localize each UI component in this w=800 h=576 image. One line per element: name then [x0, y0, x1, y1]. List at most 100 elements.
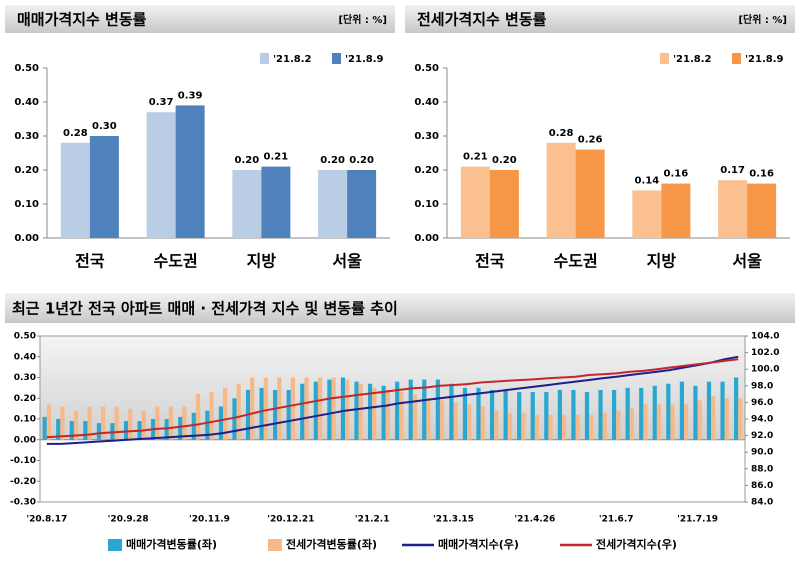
bar: [385, 389, 390, 440]
x-tick-label: '20.11.9: [189, 515, 230, 525]
legend-label: 전세가격지수(우): [596, 537, 677, 551]
bar: [652, 385, 657, 440]
value-label: 0.17: [720, 165, 745, 176]
legend-label: '21.8.9: [745, 54, 784, 65]
y-tick-label: 0.30: [414, 131, 439, 142]
bar: [575, 414, 580, 440]
y-tick-label: 0.40: [414, 97, 439, 108]
bar: [347, 170, 377, 238]
bar: [60, 142, 90, 238]
x-tick-label: 전국: [75, 252, 105, 271]
legend-label: 매매가격변동률(좌): [126, 537, 217, 551]
bar: [168, 406, 173, 440]
unit-label: [단위 : %]: [338, 13, 387, 26]
y2-tick-label: 100.0: [751, 365, 779, 375]
bar: [89, 136, 119, 238]
bar: [232, 170, 262, 238]
y2-tick-label: 86.0: [751, 481, 773, 491]
x-tick-label: '20.9.28: [108, 515, 149, 525]
bar: [205, 410, 210, 440]
y2-tick-label: 84.0: [751, 498, 773, 508]
y-tick-label: 0.10: [14, 199, 39, 210]
bar: [584, 392, 590, 440]
chart-title: 전세가격지수 변동률: [417, 11, 547, 29]
bar: [724, 398, 729, 440]
bar: [557, 389, 562, 440]
bar: [101, 406, 106, 440]
x-tick-label: '20.12.21: [267, 515, 314, 525]
bar: [273, 389, 278, 440]
y2-tick-label: 90.0: [751, 448, 773, 458]
bar: [146, 112, 176, 238]
x-tick-label: '20.8.17: [26, 515, 67, 525]
value-label: 0.37: [149, 97, 174, 108]
bar: [589, 414, 594, 440]
bar: [625, 387, 630, 440]
legend-swatch: [108, 539, 122, 551]
bar: [548, 414, 553, 440]
bar: [643, 404, 648, 440]
bar: [60, 406, 65, 440]
x-tick-label: 수도권: [554, 252, 598, 271]
bar: [480, 406, 485, 440]
line: [46, 358, 739, 439]
y-tick-label: 0.30: [14, 373, 36, 383]
bar: [503, 389, 508, 440]
bar: [697, 400, 702, 440]
y-tick-label: 0.50: [14, 63, 39, 74]
unit-label: [단위 : %]: [738, 13, 787, 26]
y-tick-label: 0.30: [14, 131, 39, 142]
bar: [399, 392, 404, 440]
value-label: 0.28: [549, 128, 574, 139]
bar: [354, 381, 359, 440]
bar: [718, 180, 748, 238]
bar: [517, 392, 522, 440]
bar: [546, 142, 576, 238]
bar: [304, 377, 309, 440]
bar: [286, 389, 291, 440]
bar: [422, 379, 427, 440]
bar: [494, 410, 499, 440]
bar: [178, 416, 183, 440]
bar: [706, 381, 712, 440]
bar: [182, 406, 187, 440]
legend-label: '21.8.2: [273, 54, 312, 65]
bar: [313, 381, 318, 440]
legend-swatch: [660, 53, 669, 64]
bar: [395, 381, 400, 440]
legend-swatch: [732, 53, 741, 64]
y-tick-label: -0.20: [10, 477, 36, 487]
bar: [639, 387, 644, 440]
bar: [426, 398, 431, 440]
bar: [679, 381, 684, 440]
bar: [408, 379, 413, 440]
value-label: 0.21: [463, 152, 488, 163]
bar: [738, 398, 743, 440]
y-tick-label: 0.20: [14, 394, 36, 404]
bar: [250, 377, 255, 440]
y-tick-label: 0.10: [414, 199, 439, 210]
bar: [734, 377, 739, 440]
bar: [683, 404, 689, 440]
bar: [56, 419, 61, 440]
bar: [358, 383, 363, 440]
chart-title: 최근 1년간 전국 아파트 매매 · 전세가격 지수 및 변동률 추이: [12, 300, 398, 318]
x-tick-label: 서울: [332, 252, 362, 271]
chart-title: 매매가격지수 변동률: [17, 11, 147, 29]
x-tick-label: '21.2.1: [355, 515, 390, 525]
bar: [720, 381, 725, 440]
bar: [164, 419, 169, 440]
bar: [467, 404, 472, 440]
bar: [372, 387, 377, 440]
bar: [602, 412, 607, 440]
value-label: 0.26: [578, 135, 603, 146]
bar: [598, 389, 603, 440]
bar: [123, 421, 129, 440]
bar: [435, 379, 440, 440]
bar: [629, 408, 634, 440]
bar: [340, 377, 346, 440]
value-label: 0.20: [349, 155, 374, 166]
y2-tick-label: 96.0: [751, 398, 773, 408]
y-tick-label: -0.10: [10, 456, 36, 466]
bar: [128, 408, 133, 440]
